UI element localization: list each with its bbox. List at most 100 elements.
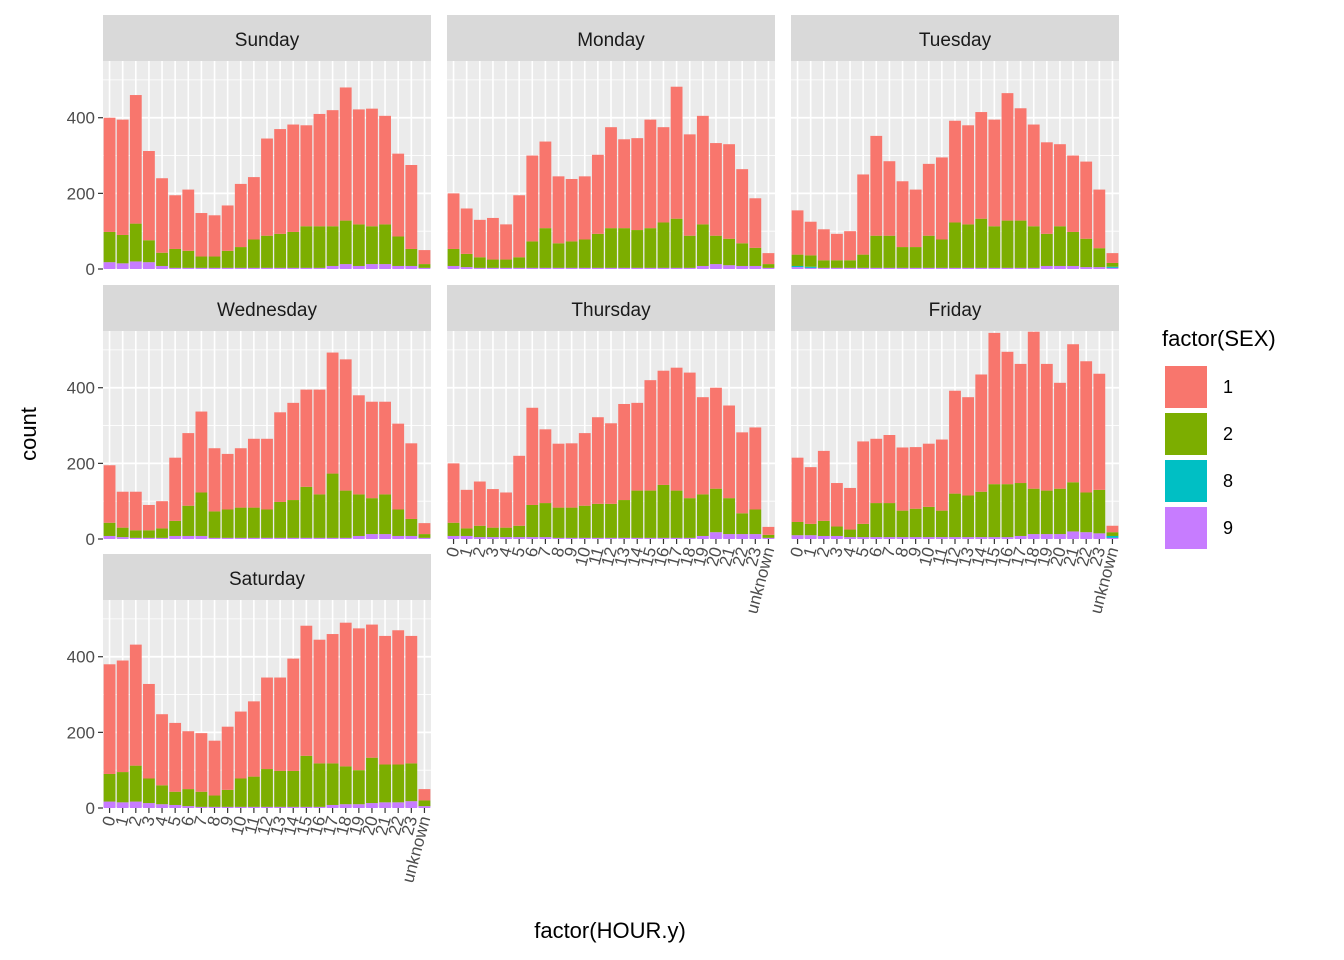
bar-sex-1-hour-0	[447, 193, 460, 249]
x-tick-label: 16	[650, 545, 673, 568]
x-tick-label: 2	[813, 545, 834, 559]
bar-sex-1-hour-16	[657, 370, 670, 485]
bar-sex-2-hour-19	[696, 224, 709, 266]
facet-wednesday: Wednesday 0 200 400	[67, 285, 431, 549]
x-tick-label: 19	[1033, 545, 1056, 568]
facet-strip-label: Monday	[577, 30, 645, 51]
bar-sex-2-hour-12	[261, 509, 273, 538]
bar-sex-2-hour-23	[1093, 489, 1106, 534]
bar-sex-2-hour-1	[804, 255, 817, 267]
bar-sex-1-hour-19	[352, 109, 365, 225]
facet-strip	[103, 15, 431, 61]
bar-sex-1-hour-9	[221, 453, 234, 510]
bar-sex-2-hour-17	[670, 490, 683, 538]
x-tick-label: 13	[955, 545, 978, 568]
bar-sex-9-hour-1	[460, 267, 473, 269]
legend-label-9: 9	[1223, 518, 1233, 538]
bar-sex-1-hour-5	[857, 441, 870, 524]
bar-sex-1-hour-9	[565, 178, 578, 242]
bar-sex-9-hour-14	[631, 267, 644, 269]
bar-sex-1-hour-11	[247, 701, 260, 777]
bar-sex-2-hour-13	[274, 770, 287, 807]
bar-sex-2-hour-13	[274, 501, 287, 538]
x-tick-label: 15	[981, 545, 1004, 568]
bar-sex-1-hour-unknown	[1106, 253, 1119, 263]
bar-sex-9-hour-7	[883, 267, 896, 269]
bar-sex-2-hour-11	[247, 507, 260, 538]
bar-sex-8-hour-1	[804, 266, 817, 268]
bar-sex-9-hour-6	[870, 537, 883, 539]
bar-sex-2-hour-1	[116, 772, 129, 803]
bar-sex-1-hour-23	[1093, 373, 1106, 490]
bar-sex-9-hour-10	[234, 537, 247, 539]
bar-sex-9-hour-17	[326, 804, 339, 808]
bar-sex-9-hour-7	[195, 535, 208, 539]
bar-sex-2-hour-22	[392, 236, 405, 266]
bar-sex-1-hour-2	[817, 229, 830, 261]
bar-sex-2-hour-18	[339, 490, 352, 538]
bar-sex-1-hour-7	[883, 435, 896, 504]
bar-sex-1-hour-12	[605, 423, 617, 504]
bar-sex-2-hour-10	[234, 247, 247, 268]
x-tick-label: 11	[585, 545, 608, 567]
bar-sex-1-hour-13	[618, 139, 631, 229]
bar-sex-1-hour-unknown	[418, 789, 431, 801]
bar-sex-1-hour-3	[487, 489, 499, 528]
bar-sex-2-hour-5	[513, 257, 526, 268]
bar-sex-1-hour-0	[791, 210, 804, 255]
bar-sex-9-hour-1	[116, 802, 129, 808]
bar-sex-1-hour-14	[287, 124, 300, 232]
bar-sex-1-hour-15	[644, 119, 657, 229]
bar-sex-9-hour-1	[460, 535, 473, 539]
x-tick-label: 2	[469, 545, 490, 559]
bar-sex-1-hour-16	[313, 113, 326, 227]
bar-sex-1-hour-unknown	[418, 523, 431, 535]
bar-sex-1-hour-18	[683, 372, 696, 499]
bar-sex-1-hour-3	[831, 483, 843, 527]
bar-sex-1-hour-23	[405, 165, 418, 249]
bar-sex-2-hour-15	[300, 226, 313, 268]
bar-sex-1-hour-9	[221, 726, 234, 790]
bar-sex-1-hour-23	[749, 198, 762, 248]
bar-sex-1-hour-7	[539, 429, 552, 504]
bar-sex-2-hour-7	[883, 503, 896, 538]
x-tick-label: 15	[637, 545, 660, 568]
bar-sex-9-hour-20	[1054, 265, 1066, 269]
bar-sex-1-hour-15	[300, 125, 313, 227]
bar-sex-2-hour-3	[487, 527, 499, 538]
bar-sex-9-hour-16	[1001, 537, 1014, 539]
bar-sex-1-hour-19	[1040, 142, 1053, 234]
bar-sex-1-hour-11	[935, 439, 948, 511]
bar-sex-1-hour-15	[644, 380, 657, 491]
y-tick-label: 400	[67, 109, 95, 128]
bar-sex-2-hour-0	[103, 231, 116, 263]
bar-sex-1-hour-21	[1067, 344, 1079, 483]
bar-sex-2-hour-8	[208, 511, 221, 538]
bar-sex-9-hour-23	[1093, 533, 1106, 539]
bar-sex-1-hour-18	[1027, 331, 1040, 489]
bar-sex-1-hour-10	[234, 448, 247, 508]
bar-sex-9-hour-21	[1067, 531, 1079, 539]
bar-sex-2-hour-1	[116, 527, 129, 538]
bar-sex-2-hour-22	[736, 243, 749, 266]
bar-sex-1-hour-14	[631, 402, 644, 491]
bar-sex-1-hour-5	[169, 722, 182, 792]
bar-sex-9-hour-9	[221, 267, 234, 269]
bar-sex-9-hour-7	[539, 537, 552, 539]
bar-sex-9-hour-12	[949, 267, 961, 269]
bar-sex-2-hour-11	[247, 239, 260, 268]
facet-monday: Monday	[447, 15, 775, 270]
bar-sex-1-hour-1	[804, 467, 817, 524]
bar-sex-1-hour-2	[129, 491, 142, 531]
bar-sex-9-hour-9	[221, 537, 234, 539]
bar-sex-2-hour-2	[129, 530, 142, 538]
bar-sex-9-hour-17	[326, 265, 339, 269]
bar-sex-2-hour-19	[352, 494, 365, 536]
bar-sex-2-hour-3	[143, 778, 155, 804]
bar-sex-9-hour-17	[670, 537, 683, 539]
bar-sex-1-hour-18	[339, 359, 352, 491]
bar-sex-2-hour-15	[300, 486, 313, 538]
bar-sex-1-hour-6	[182, 433, 195, 506]
bar-sex-2-hour-16	[313, 763, 326, 807]
